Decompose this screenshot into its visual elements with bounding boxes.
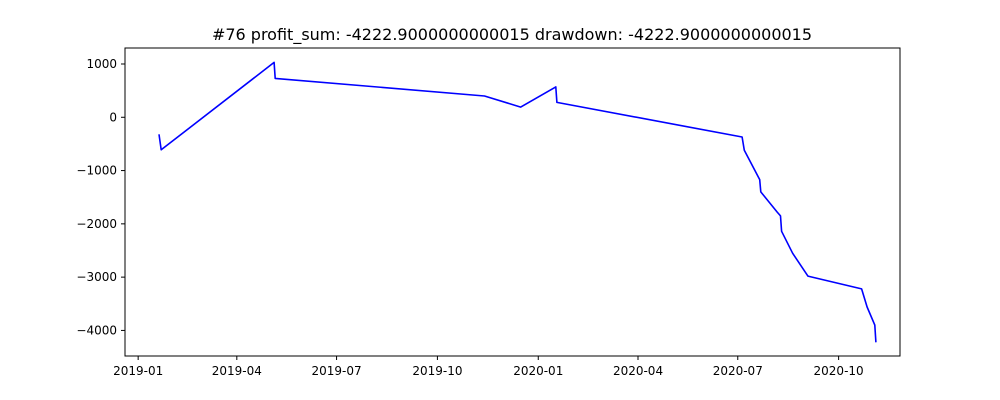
x-tick-label: 2019-07 xyxy=(311,364,361,378)
x-tick-label: 2020-04 xyxy=(613,364,663,378)
x-tick-label: 2020-10 xyxy=(814,364,864,378)
x-tick-label: 2019-01 xyxy=(113,364,163,378)
axes-frame xyxy=(124,47,901,357)
x-tick-label: 2020-07 xyxy=(713,364,763,378)
x-tick-label: 2019-10 xyxy=(412,364,462,378)
y-tick-label: −4000 xyxy=(76,323,117,337)
x-tick-label: 2020-01 xyxy=(513,364,563,378)
y-tick-label: 0 xyxy=(109,110,117,124)
series-line xyxy=(158,61,877,343)
chart-title: #76 profit_sum: -4222.9000000000015 draw… xyxy=(212,25,812,45)
y-tick-label: −1000 xyxy=(76,164,117,178)
series-layer xyxy=(158,61,877,343)
y-tick-label: −2000 xyxy=(76,217,117,231)
x-tick-label: 2019-04 xyxy=(212,364,262,378)
plot-area xyxy=(124,47,901,357)
y-tick-label: 1000 xyxy=(86,57,117,71)
y-axis: 1000 0 −1000 −2000 −3000 −4000 xyxy=(76,57,125,337)
y-tick-label: −3000 xyxy=(76,270,117,284)
x-axis: 2019-01 2019-04 2019-07 2019-10 2020-01 2020-… xyxy=(113,356,864,378)
